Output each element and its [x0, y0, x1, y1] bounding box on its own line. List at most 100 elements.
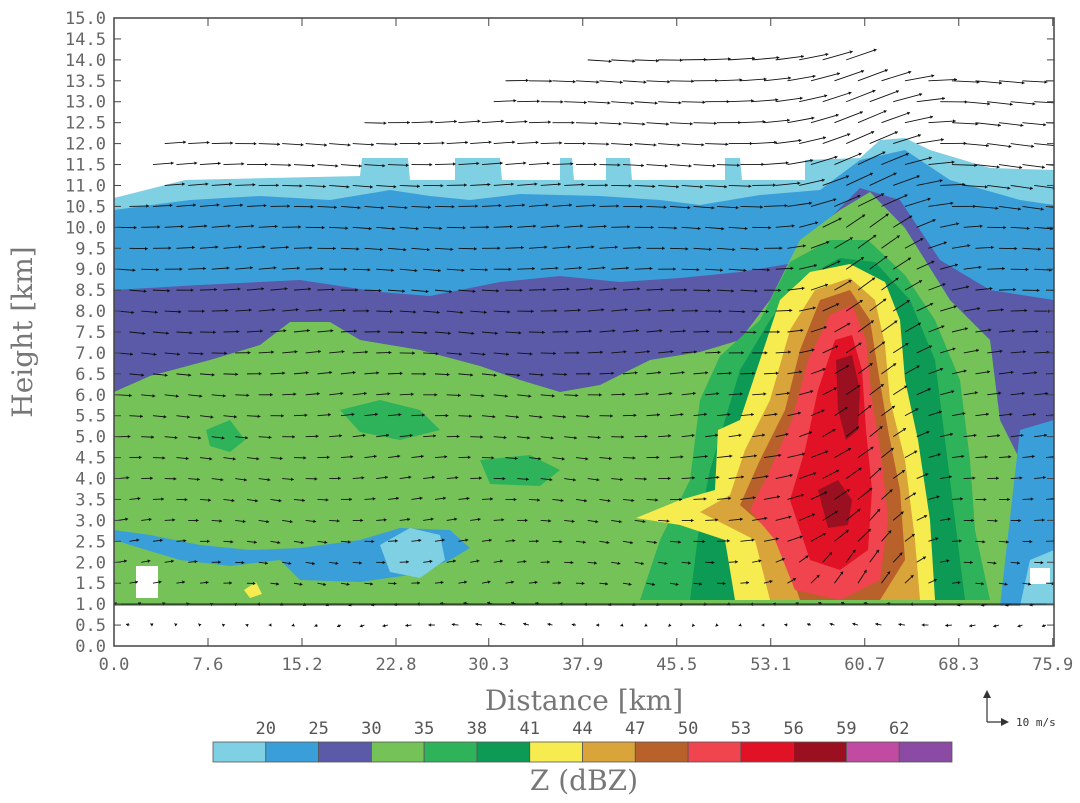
wind-vector-head — [845, 175, 850, 179]
wind-vector-head — [621, 435, 625, 439]
wind-vector-head — [558, 581, 562, 585]
wind-vector-head — [347, 143, 351, 147]
wind-vector — [387, 247, 407, 251]
wind-vector-head — [191, 245, 195, 250]
y-tick-label: 11.0 — [65, 176, 106, 196]
wind-vector-head — [918, 280, 923, 284]
wind-vector-head — [323, 184, 326, 189]
wind-vector — [857, 487, 873, 500]
wind-vector-head — [163, 415, 167, 419]
wind-vector-head — [525, 78, 529, 83]
wind-vector-head — [497, 246, 501, 250]
wind-vector — [646, 205, 667, 208]
wind-vector — [716, 247, 736, 251]
wind-vector-head — [177, 352, 180, 356]
wind-vector-head — [753, 454, 757, 458]
wind-vector-head — [923, 515, 928, 519]
wind-vector-head — [1067, 79, 1070, 82]
wind-vector-head — [751, 538, 755, 542]
wind-vector-head — [697, 226, 701, 231]
wind-vector — [434, 247, 454, 250]
wind-vector-head — [492, 414, 496, 419]
wind-vector — [517, 225, 537, 228]
wind-vector — [869, 131, 898, 145]
wind-vector-head — [358, 164, 362, 168]
wind-vector-head — [728, 371, 732, 375]
wind-vector-head — [728, 496, 732, 501]
wind-vector — [799, 136, 827, 145]
wind-vector-head — [260, 329, 263, 333]
wind-vector-head — [637, 287, 641, 291]
wind-vector-head — [735, 205, 739, 210]
wind-vector-head — [928, 345, 932, 349]
wind-vector-head — [368, 226, 372, 231]
wind-vector-head — [634, 371, 638, 375]
wind-vector-head — [761, 623, 765, 627]
wind-vector-head — [367, 268, 371, 272]
wind-vector-head — [382, 624, 386, 628]
wind-vector-head — [972, 476, 976, 480]
wind-vector-head — [882, 151, 886, 155]
wind-vector-head — [776, 55, 780, 60]
wind-vector-head — [849, 237, 853, 241]
wind-vector-head — [705, 371, 709, 375]
wind-vector — [599, 246, 618, 249]
wind-vector — [669, 122, 693, 125]
wind-vector-head — [535, 140, 539, 145]
wind-vector-head — [852, 622, 856, 626]
wind-vector-head — [256, 457, 260, 461]
wind-vector — [975, 164, 1000, 168]
wind-vector — [728, 226, 748, 230]
wind-vector-head — [324, 540, 328, 544]
wind-vector-head — [680, 455, 684, 459]
wind-vector-head — [1011, 329, 1015, 333]
wind-vector — [740, 205, 763, 208]
y-tick-label: 9.0 — [75, 260, 106, 280]
wind-vector-head — [207, 539, 210, 544]
wind-vector-head — [838, 217, 842, 221]
x-tick-label: 37.9 — [562, 655, 603, 675]
wind-vector-head — [469, 414, 472, 418]
wind-vector — [411, 205, 431, 208]
wind-vector — [822, 91, 852, 103]
wind-vector — [552, 163, 574, 165]
wind-vector-head — [901, 470, 905, 474]
wind-vector — [822, 469, 840, 479]
wind-vector — [716, 205, 739, 209]
wind-vector-head — [595, 519, 599, 524]
wind-vector — [352, 226, 372, 230]
wind-vector-head — [659, 329, 663, 333]
wind-vector-head — [711, 560, 715, 565]
wind-vector-head — [211, 373, 215, 377]
wind-vector-head — [643, 477, 647, 481]
wind-vector — [787, 202, 812, 207]
wind-vector — [587, 101, 611, 104]
wind-vector-head — [768, 225, 772, 230]
wind-vector-head — [291, 623, 295, 627]
wind-vector-head — [198, 623, 202, 627]
wind-vector — [881, 71, 912, 82]
wind-vector-head — [868, 405, 872, 409]
wind-vector-head — [997, 433, 1001, 438]
wind-vector — [693, 247, 712, 250]
wind-vector — [869, 172, 897, 186]
wind-vector-head — [996, 165, 1000, 169]
wind-vector-head — [326, 455, 330, 460]
wind-vector-head — [439, 226, 443, 230]
wind-vector-head — [185, 456, 189, 461]
wind-vector-head — [310, 205, 314, 209]
wind-vector-head — [837, 260, 841, 264]
wind-vector-head — [407, 517, 411, 522]
wind-vector — [270, 164, 292, 166]
wind-vector — [845, 214, 866, 228]
wind-vector-head — [1059, 330, 1062, 333]
wind-vectors — [114, 48, 1070, 628]
wind-vector-head — [941, 325, 945, 329]
wind-vector-head — [456, 434, 460, 439]
wind-vector-head — [560, 100, 564, 104]
wind-vector-head — [1021, 81, 1025, 85]
wind-vector-head — [300, 540, 304, 545]
wind-vector — [282, 309, 299, 312]
wind-vector — [152, 289, 171, 292]
wind-vector-head — [445, 413, 449, 418]
